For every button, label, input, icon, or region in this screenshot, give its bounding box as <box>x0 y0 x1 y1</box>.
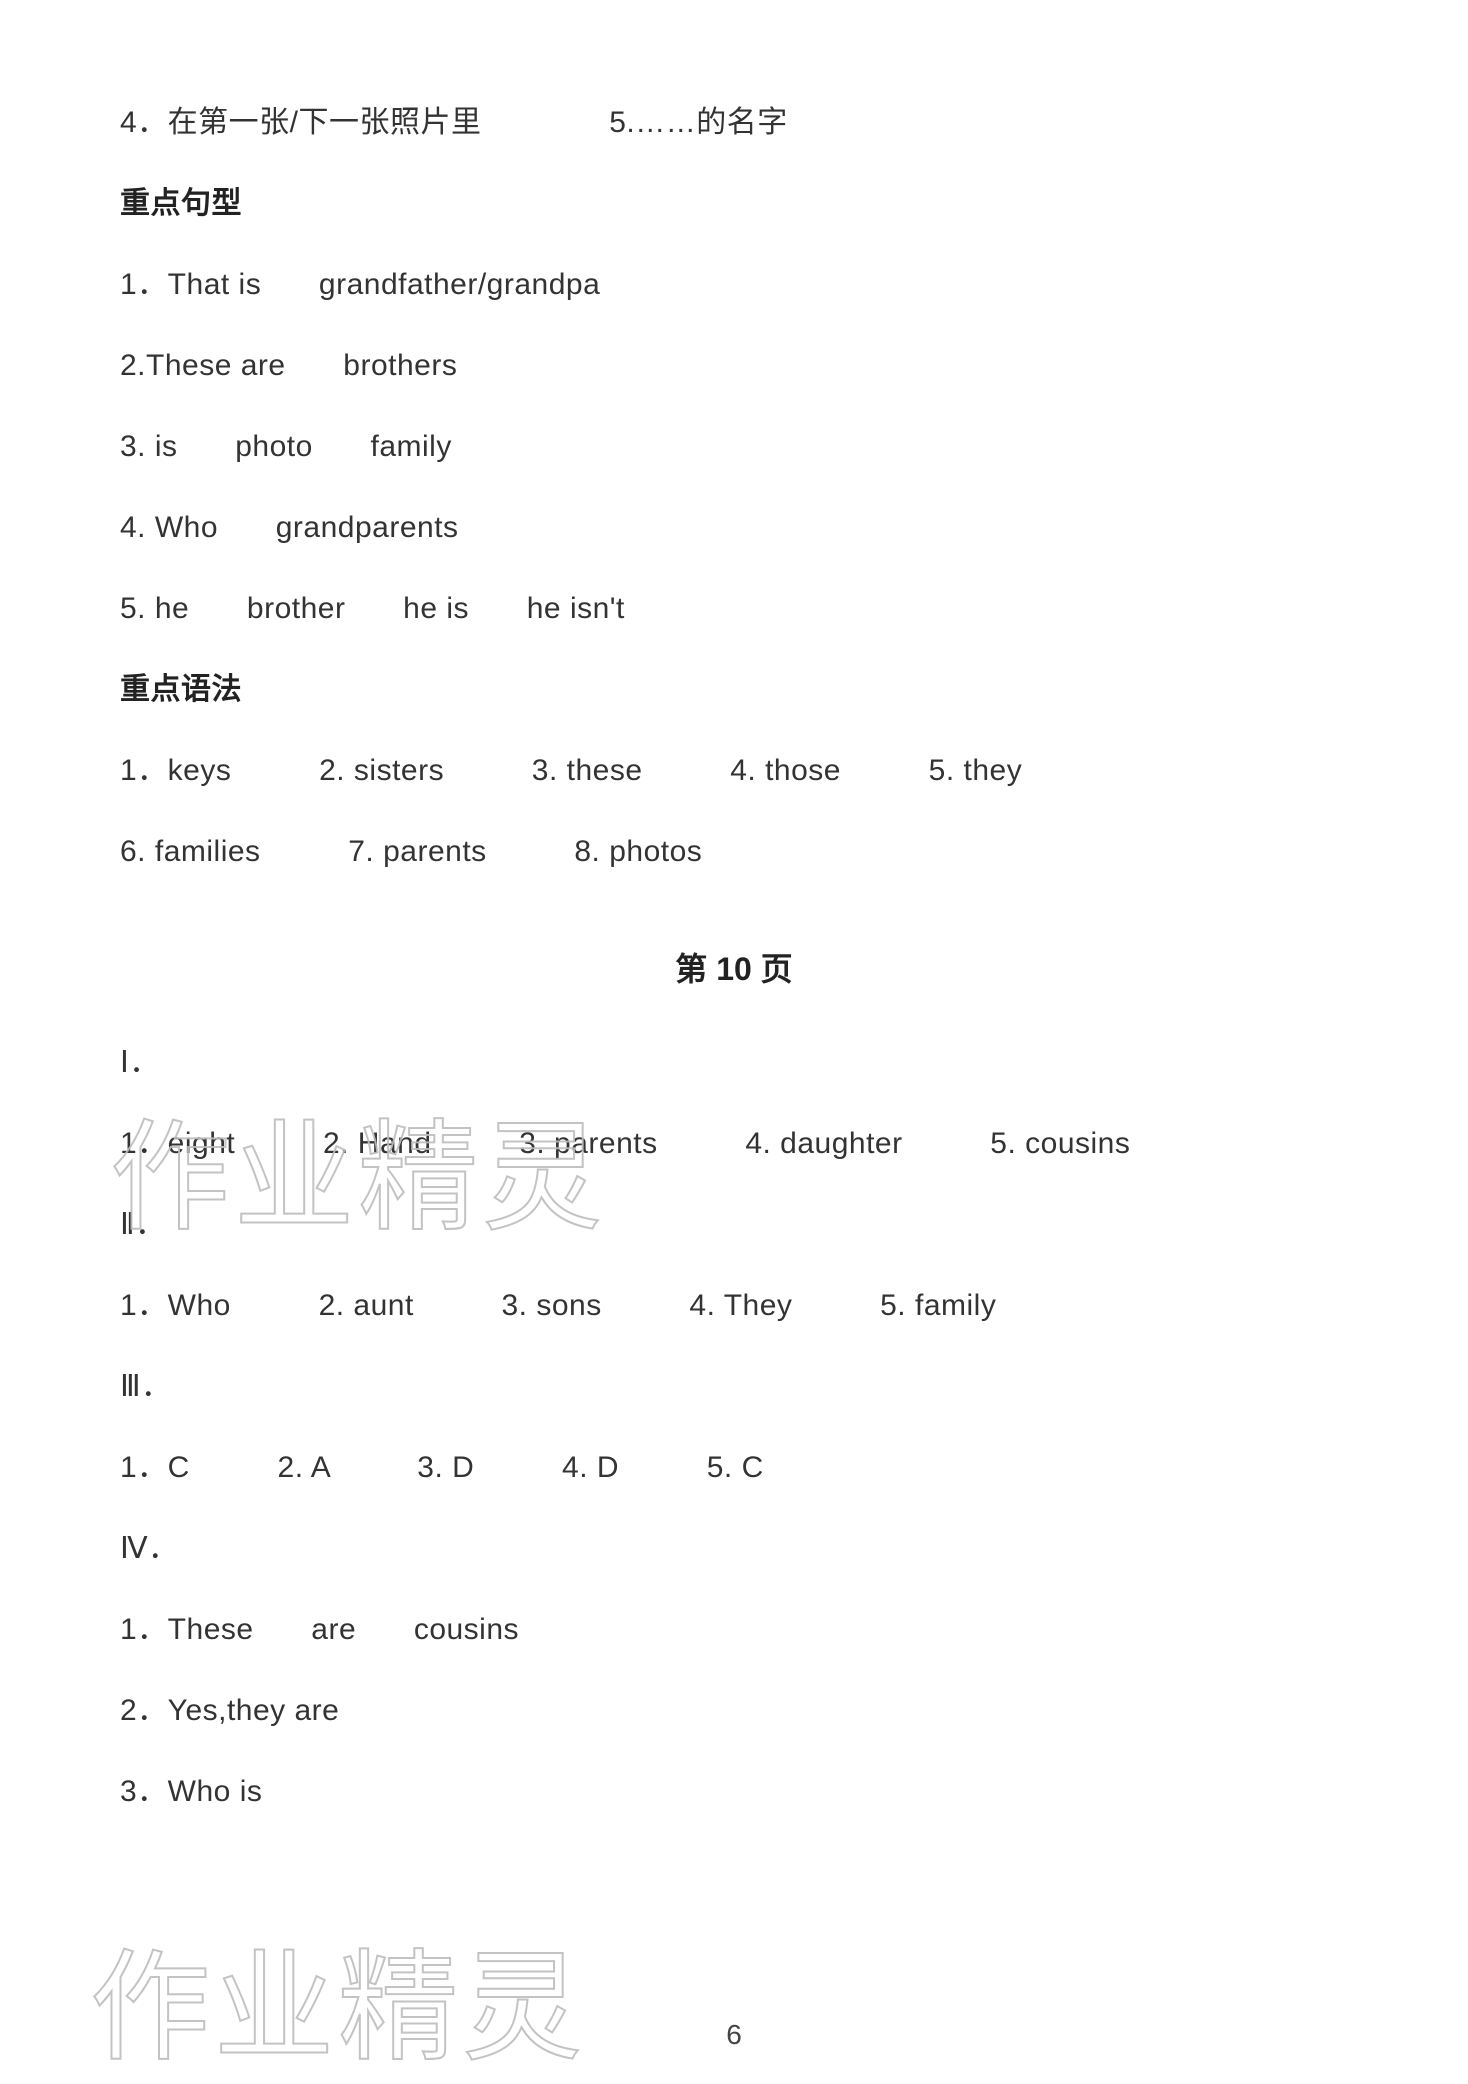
text: 7. parents <box>348 835 486 868</box>
text-line: 1．eight 2. Hand 3. parents 4. daughter 5… <box>120 1121 1348 1166</box>
text: 1．That is <box>120 268 261 301</box>
section-label: Ⅲ． <box>120 1364 1348 1409</box>
text: 5. C <box>707 1451 764 1484</box>
section-heading: 重点语法 <box>120 667 1348 712</box>
document-page: 4．在第一张/下一张照片里 5.……的名字 重点句型 1．That is gra… <box>0 0 1468 2081</box>
text-line: 6. families 7. parents 8. photos <box>120 829 1348 874</box>
text: grandparents <box>276 511 459 544</box>
text: 4．在第一张/下一张照片里 <box>120 106 482 139</box>
text: 5. family <box>880 1289 996 1322</box>
text: 5. cousins <box>990 1127 1130 1160</box>
text-line: 2．Yes,they are <box>120 1688 1348 1733</box>
text: 1．keys <box>120 754 231 787</box>
text: 2. Hand <box>323 1127 432 1160</box>
text-line: 1．Who 2. aunt 3. sons 4. They 5. family <box>120 1283 1348 1328</box>
text-line: 3. is photo family <box>120 424 1348 469</box>
text: he isn't <box>527 592 625 625</box>
text: 3. parents <box>519 1127 657 1160</box>
text-line: 1．keys 2. sisters 3. these 4. those 5. t… <box>120 748 1348 793</box>
text-line: 4. Who grandparents <box>120 505 1348 550</box>
text-line: 1．These are cousins <box>120 1607 1348 1652</box>
section-label: Ⅳ． <box>120 1526 1348 1571</box>
text: 8. photos <box>574 835 702 868</box>
text-line: 1．C 2. A 3. D 4. D 5. C <box>120 1445 1348 1490</box>
text: brothers <box>343 349 457 382</box>
text: 4. D <box>562 1451 619 1484</box>
text: 3. sons <box>502 1289 602 1322</box>
section-heading: 重点句型 <box>120 181 1348 226</box>
text-line: 2.These are brothers <box>120 343 1348 388</box>
text: 2.These are <box>120 349 286 382</box>
text: 3. these <box>532 754 643 787</box>
text-line: 3．Who is <box>120 1769 1348 1814</box>
text: photo <box>235 430 313 463</box>
text-line: 5. he brother he is he isn't <box>120 586 1348 631</box>
text: grandfather/grandpa <box>319 268 600 301</box>
text: 5. he <box>120 592 189 625</box>
text: 4. They <box>689 1289 792 1322</box>
text: family <box>370 430 451 463</box>
text: are <box>311 1613 356 1646</box>
text: 2. A <box>278 1451 330 1484</box>
page-heading: 第 10 页 <box>120 944 1348 990</box>
text: 1．Who <box>120 1289 231 1322</box>
page-number: 6 <box>0 2019 1468 2051</box>
text: 1．These <box>120 1613 254 1646</box>
text: 1．C <box>120 1451 190 1484</box>
text: 3. is <box>120 430 178 463</box>
section-label: Ⅰ． <box>120 1040 1348 1085</box>
section-label: Ⅱ． <box>120 1202 1348 1247</box>
text: 2. aunt <box>319 1289 414 1322</box>
text: cousins <box>414 1613 519 1646</box>
watermark: 作业精灵 <box>90 1910 586 2084</box>
text: 2. sisters <box>319 754 444 787</box>
text-line: 1．That is grandfather/grandpa <box>120 262 1348 307</box>
text: 4. Who <box>120 511 218 544</box>
text: 6. families <box>120 835 261 868</box>
text: 3. D <box>417 1451 474 1484</box>
text: brother <box>247 592 346 625</box>
text: 5.……的名字 <box>609 106 788 139</box>
text: 4. those <box>730 754 841 787</box>
text: 4. daughter <box>745 1127 902 1160</box>
text: he is <box>403 592 469 625</box>
text-line: 4．在第一张/下一张照片里 5.……的名字 <box>120 100 1348 145</box>
text: 1．eight <box>120 1127 235 1160</box>
text: 5. they <box>929 754 1023 787</box>
